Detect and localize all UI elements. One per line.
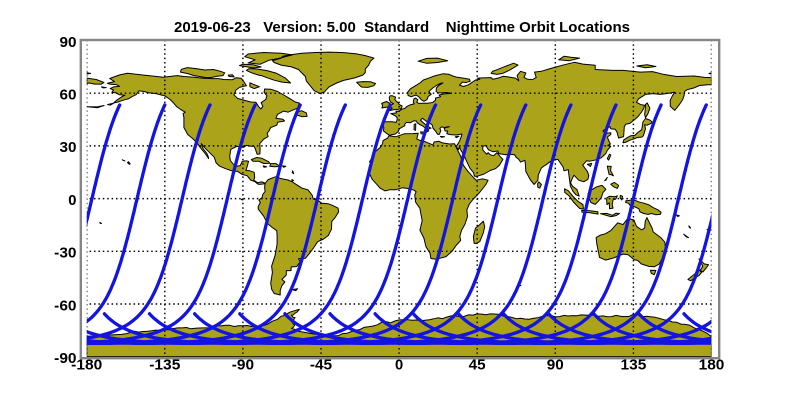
svg-text:-90: -90 bbox=[54, 350, 76, 367]
svg-text:180: 180 bbox=[699, 357, 725, 374]
svg-text:2019-06-23 Version: 5.00 St: 2019-06-23 Version: 5.00 Standard Nightt… bbox=[174, 19, 630, 36]
svg-text:-30: -30 bbox=[54, 245, 76, 262]
svg-text:0: 0 bbox=[395, 357, 403, 374]
svg-text:-90: -90 bbox=[232, 357, 254, 374]
svg-text:-45: -45 bbox=[310, 357, 332, 374]
svg-text:0: 0 bbox=[68, 192, 76, 209]
svg-text:-180: -180 bbox=[71, 357, 102, 374]
svg-text:-60: -60 bbox=[54, 297, 76, 314]
svg-text:30: 30 bbox=[60, 139, 77, 156]
svg-text:90: 90 bbox=[60, 34, 77, 51]
svg-text:60: 60 bbox=[60, 87, 77, 104]
svg-text:-135: -135 bbox=[149, 357, 180, 374]
svg-text:45: 45 bbox=[469, 357, 486, 374]
svg-text:90: 90 bbox=[547, 357, 564, 374]
svg-text:135: 135 bbox=[621, 357, 647, 374]
